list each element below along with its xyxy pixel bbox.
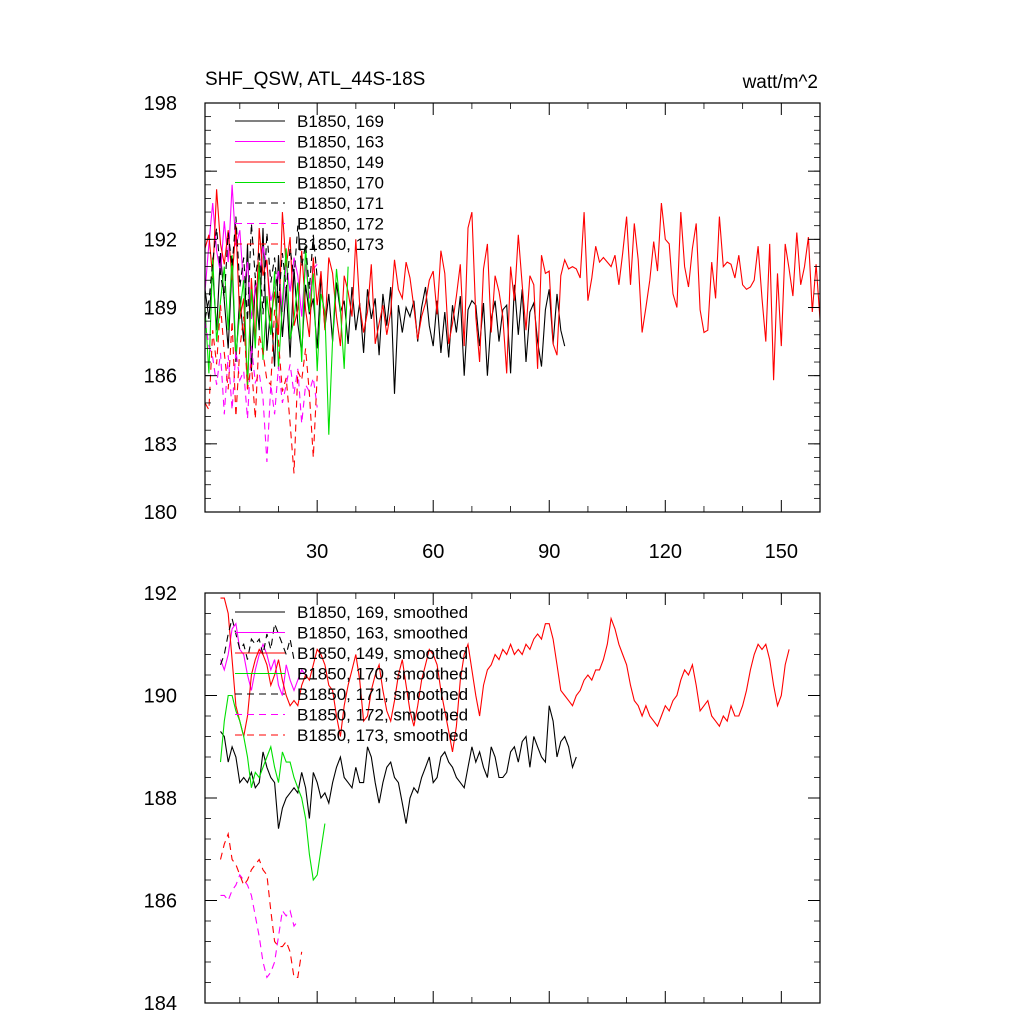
legend-label: B1850, 169, smoothed <box>297 603 468 622</box>
legend-label: B1850, 169 <box>297 112 384 131</box>
y-tick-label: 184 <box>144 993 177 1015</box>
legend-label: B1850, 149 <box>297 153 384 172</box>
series-line-b1850-171-smoothed <box>219 618 295 665</box>
series-group <box>219 597 790 979</box>
series-line-b1850-163-smoothed <box>219 622 307 696</box>
series-line-b1850-170 <box>205 246 349 435</box>
x-tick-label: 30 <box>306 541 328 563</box>
series-line-b1850-172-smoothed <box>220 873 299 979</box>
legend-label: B1850, 173, smoothed <box>297 726 468 745</box>
y-tick-label: 186 <box>144 366 177 388</box>
x-tick-label: 60 <box>422 541 444 563</box>
y-tick-label: 180 <box>144 502 177 524</box>
chart-title: SHF_QSW, ATL_44S-18S <box>205 69 425 90</box>
series-line-b1850-173-smoothed <box>219 831 303 978</box>
legend-label: B1850, 170 <box>297 174 384 193</box>
series-line-b1850-169-smoothed <box>220 705 577 829</box>
x-tick-label: 120 <box>649 541 682 563</box>
legend: B1850, 169, smoothed B1850, 163, smoothed… <box>235 603 468 745</box>
units-label: watt/m^2 <box>742 72 818 93</box>
legend-label: B1850, 171 <box>297 194 384 213</box>
panel-raw: 180 183 186 189 192 195 198 30 60 90 120 150 B1850, … <box>144 93 821 563</box>
x-tick-label: 90 <box>538 541 560 563</box>
legend-label: B1850, 170, smoothed <box>297 665 468 684</box>
series-line-b1850-171 <box>205 216 318 322</box>
series-line-b1850-170-smoothed <box>219 694 326 882</box>
y-tick-label: 192 <box>144 229 177 251</box>
x-tick-label: 150 <box>765 541 798 563</box>
legend-label: B1850, 172 <box>297 215 384 234</box>
legend-label: B1850, 172, smoothed <box>297 706 468 725</box>
legend-label: B1850, 171, smoothed <box>297 685 468 704</box>
legend-label: B1850, 173 <box>297 235 384 254</box>
y-tick-label: 189 <box>144 298 177 320</box>
series-line-b1850-149-smoothed <box>220 597 790 753</box>
y-tick-label: 188 <box>144 788 177 810</box>
legend-label: B1850, 163 <box>297 133 384 152</box>
y-tick-label: 198 <box>144 93 177 115</box>
series-line-b1850-163 <box>205 184 318 319</box>
series-group <box>205 184 820 474</box>
y-tick-label: 186 <box>144 891 177 913</box>
series-line-b1850-172 <box>205 321 318 463</box>
series-line-b1850-173 <box>205 305 318 474</box>
y-tick-label: 192 <box>144 583 177 605</box>
legend-label: B1850, 149, smoothed <box>297 644 468 663</box>
y-tick-label: 195 <box>144 161 177 183</box>
y-tick-label: 190 <box>144 686 177 708</box>
y-tick-label: 183 <box>144 434 177 456</box>
series-line-b1850-169 <box>205 227 566 394</box>
legend-label: B1850, 163, smoothed <box>297 624 468 643</box>
